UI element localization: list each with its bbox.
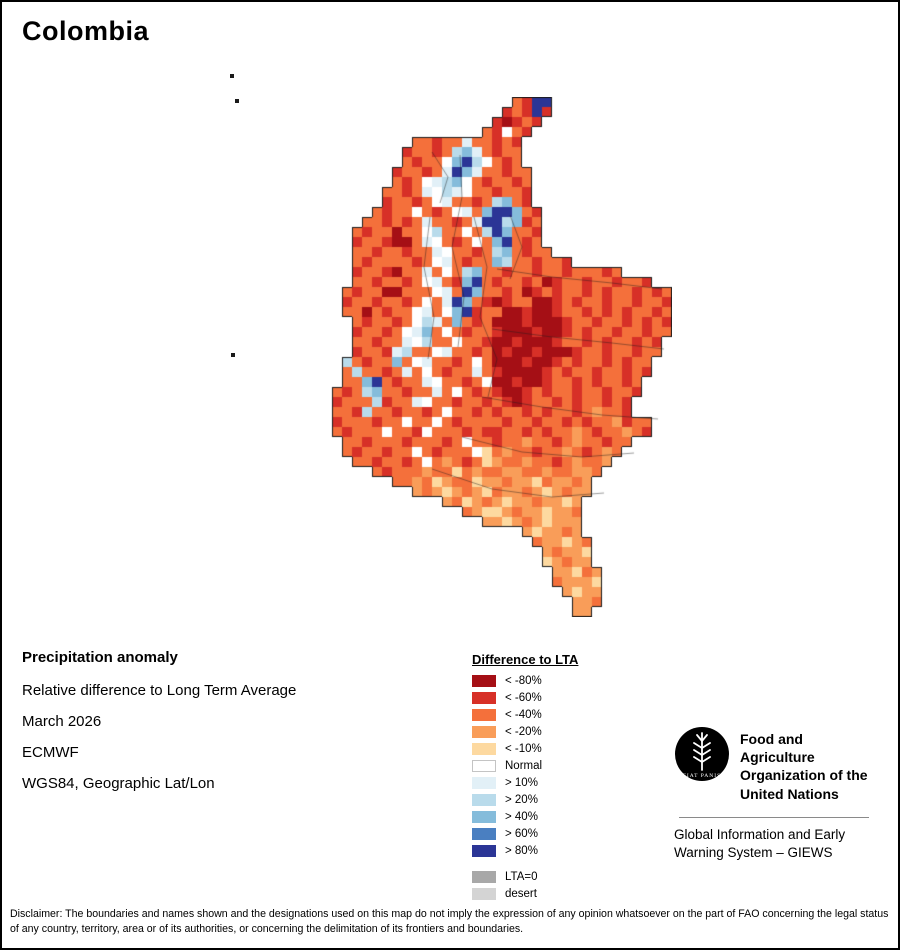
fao-motto: FIAT PANIS (683, 773, 721, 779)
legend-item: > 10% (472, 777, 578, 789)
legend-swatch (472, 709, 496, 721)
legend-label: desert (505, 888, 537, 900)
legend-label: < -10% (505, 743, 542, 755)
map-subtitle: Relative difference to Long Term Average (22, 682, 297, 699)
legend-label: Normal (505, 760, 543, 772)
legend-item: desert (472, 888, 578, 900)
legend-item: > 40% (472, 811, 578, 823)
legend-swatch (472, 888, 496, 900)
legend: Difference to LTA < -80% < -60% < -40% < -2… (472, 652, 578, 905)
legend-swatch (472, 811, 496, 823)
legend-swatch (472, 845, 496, 857)
legend-label: < -40% (505, 709, 542, 721)
fao-divider (679, 816, 869, 818)
legend-label: < -80% (505, 675, 542, 687)
map-canvas (312, 97, 672, 617)
legend-title: Difference to LTA (472, 652, 579, 667)
legend-item: Normal (472, 760, 578, 772)
legend-swatch (472, 743, 496, 755)
legend-swatch (472, 760, 496, 772)
legend-item: < -10% (472, 743, 578, 755)
legend-swatch (472, 675, 496, 687)
legend-label: > 20% (505, 794, 538, 806)
legend-item: < -80% (472, 675, 578, 687)
page-title: Colombia (22, 16, 150, 46)
legend-item: > 60% (472, 828, 578, 840)
giews-label: Global Information and Early Warning Sys… (674, 826, 846, 860)
legend-item: > 80% (472, 845, 578, 857)
legend-swatch (472, 871, 496, 883)
fao-block: FIAT PANIS Food and Agriculture Organiza… (674, 726, 874, 862)
island-dot (231, 353, 235, 357)
legend-swatch (472, 828, 496, 840)
legend-label: LTA=0 (505, 871, 538, 883)
legend-swatch (472, 777, 496, 789)
legend-label: > 80% (505, 845, 538, 857)
legend-swatch (472, 726, 496, 738)
fao-logo: FIAT PANIS (675, 727, 729, 781)
legend-swatch (472, 794, 496, 806)
map-subtitle-heading: Precipitation anomaly (22, 649, 178, 666)
island-dot (235, 99, 239, 103)
legend-item: > 20% (472, 794, 578, 806)
legend-label: < -20% (505, 726, 542, 738)
info-block: Precipitation anomaly Relative differenc… (22, 650, 296, 807)
legend-swatch (472, 692, 496, 704)
island-dot (230, 74, 234, 78)
legend-items: < -80% < -60% < -40% < -20% < -10% Normal > 10… (472, 675, 578, 900)
legend-item: < -20% (472, 726, 578, 738)
map-source: ECMWF (22, 744, 79, 761)
disclaimer-text: Disclaimer: The boundaries and names sho… (10, 908, 889, 935)
legend-item: < -60% (472, 692, 578, 704)
legend-label: > 40% (505, 811, 538, 823)
legend-label: > 60% (505, 828, 538, 840)
legend-label: < -60% (505, 692, 542, 704)
map-projection: WGS84, Geographic Lat/Lon (22, 775, 215, 792)
legend-item: < -40% (472, 709, 578, 721)
legend-item: LTA=0 (472, 871, 578, 883)
fao-org-name: Food and Agriculture Organization of the… (740, 731, 868, 802)
map-date: March 2026 (22, 713, 102, 730)
legend-label: > 10% (505, 777, 538, 789)
